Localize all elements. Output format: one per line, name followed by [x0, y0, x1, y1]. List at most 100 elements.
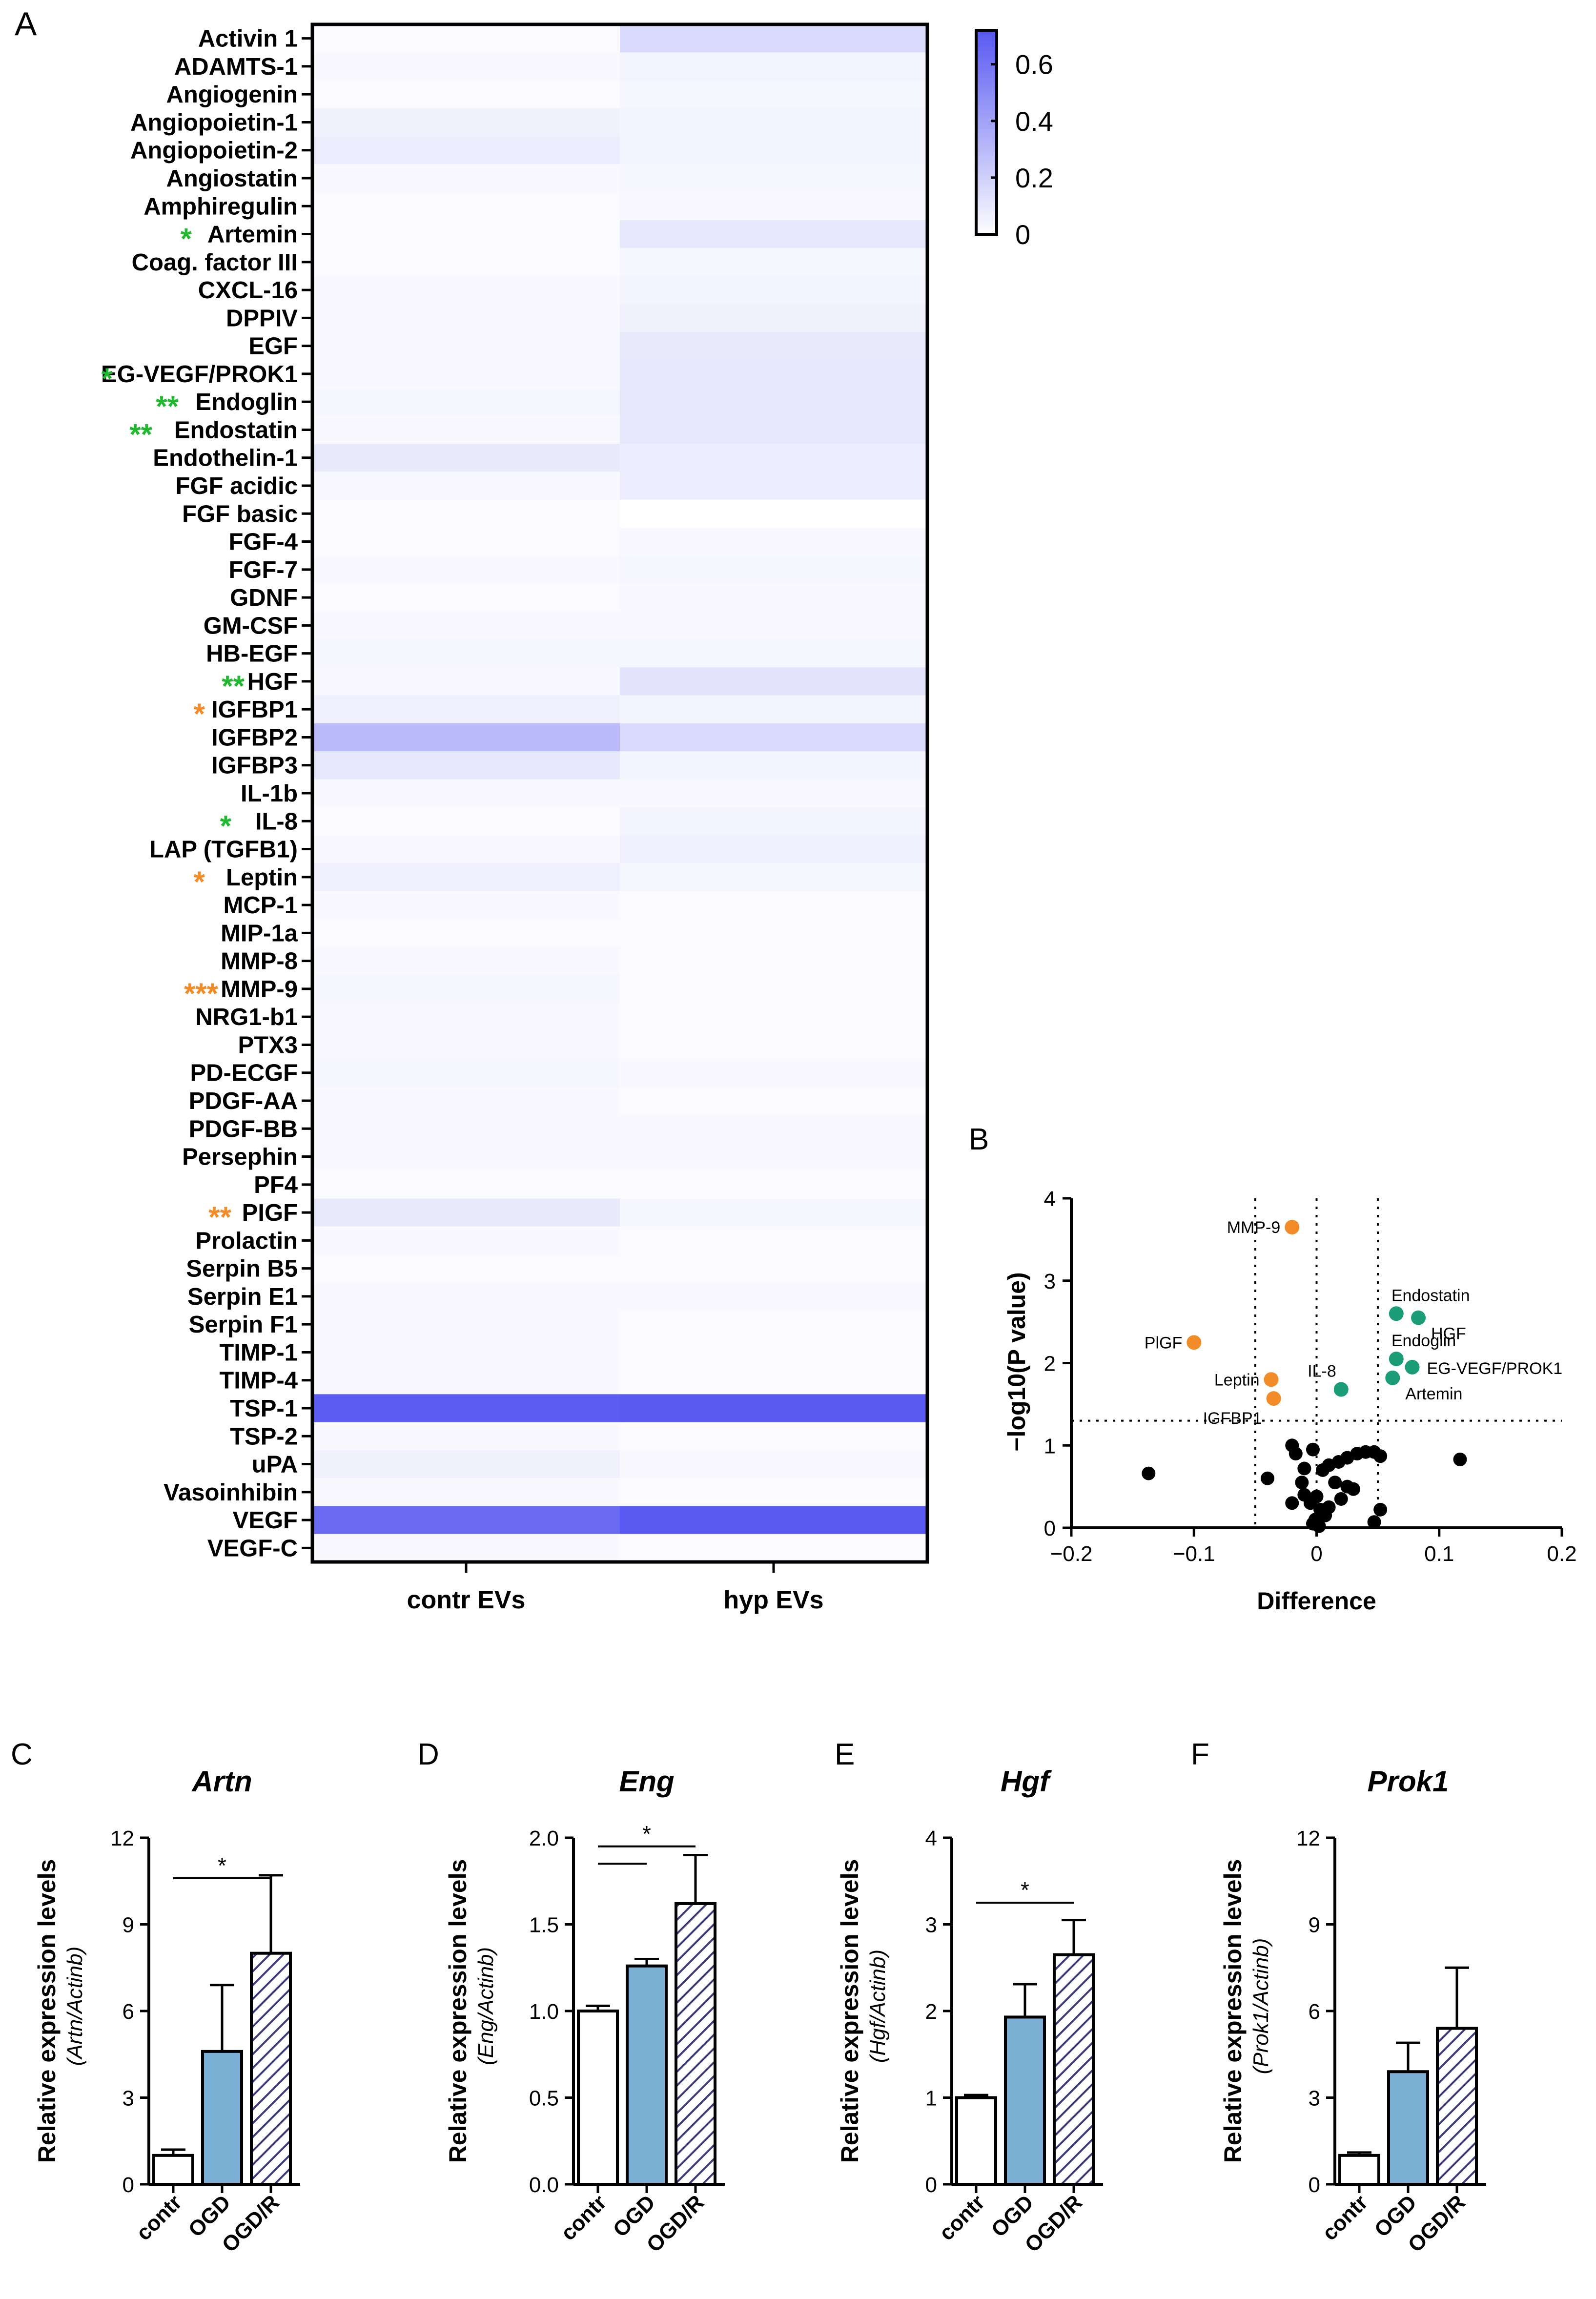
volcano-point — [1295, 1476, 1309, 1490]
bar-chart-y-tick-label: 12 — [110, 1827, 134, 1850]
panel-label-c: C — [11, 1738, 33, 1771]
volcano-x-tick-label: 0.2 — [1547, 1542, 1576, 1566]
heatmap-row-label-nrg1-b1: NRG1-b1 — [195, 1004, 298, 1030]
heatmap-row-label-prolactin: Prolactin — [195, 1228, 298, 1254]
bar-f-ogd — [1387, 2070, 1429, 2186]
heat-cell-vegf-contr-evs — [312, 1506, 620, 1535]
heatmap-row-label-adamts-1: ADAMTS-1 — [174, 54, 298, 80]
heat-cell-egf-contr-evs — [312, 332, 620, 360]
heatmap-row-label-vasoinhibin: Vasoinhibin — [164, 1479, 298, 1506]
heat-cell-igfbp1-hyp-evs — [620, 695, 928, 724]
bar-chart-category-label: contr — [556, 2190, 611, 2245]
heatmap-row-label-il-1b: IL-1b — [241, 780, 298, 807]
heatmap-row-label-artemin: Artemin — [207, 222, 298, 248]
heat-cell-adamts-1-hyp-evs — [620, 52, 928, 81]
heat-cell-artemin-hyp-evs — [620, 220, 928, 248]
volcano-point-artemin — [1385, 1370, 1400, 1385]
heat-cell-gm-csf-contr-evs — [312, 611, 620, 640]
heat-cell-mmp-8-hyp-evs — [620, 947, 928, 975]
heat-cell-fgf-4-contr-evs — [312, 527, 620, 556]
heatmap-row-label-upa: uPA — [252, 1452, 298, 1478]
volcano-point — [1328, 1476, 1342, 1490]
colorbar-segment — [976, 176, 997, 181]
heat-cell-endoglin-contr-evs — [312, 388, 620, 416]
volcano-point — [1285, 1438, 1299, 1453]
heat-cell-hgf-hyp-evs — [620, 667, 928, 696]
significance-stars-il-8: * — [220, 809, 232, 842]
heat-cell-vegf-hyp-evs — [620, 1506, 928, 1535]
colorbar-segment — [976, 214, 997, 218]
bar-chart-y-label-d: Relative expression levels — [444, 1859, 471, 2163]
heatmap-row-label-hgf: HGF — [247, 669, 298, 695]
heat-cell-pd-ecgf-contr-evs — [312, 1059, 620, 1087]
heatmap-row-label-hb-egf: HB-EGF — [206, 641, 298, 667]
panel-label-a: A — [15, 5, 37, 42]
heat-cell-leptin-hyp-evs — [620, 863, 928, 891]
colorbar-segment — [976, 54, 997, 58]
bar-chart-y-tick-label: 1.5 — [529, 1913, 559, 1937]
bar-chart-y-tick-label: 6 — [1309, 2000, 1320, 2024]
bar-chart-y-tick-label: 9 — [1309, 1913, 1320, 1937]
heat-cell-cxcl-16-hyp-evs — [620, 276, 928, 305]
heat-cell-pigf-hyp-evs — [620, 1198, 928, 1227]
heat-cell-endothelin-1-hyp-evs — [620, 444, 928, 472]
bar-chart-category-label: contr — [1318, 2190, 1372, 2245]
heat-cell-angiopoietin-2-contr-evs — [312, 136, 620, 164]
heat-cell-serpin-f1-contr-evs — [312, 1310, 620, 1339]
colorbar-segment — [976, 84, 997, 89]
volcano-y-tick-label: 3 — [1044, 1270, 1056, 1293]
heatmap-row-label-pdgf-aa: PDGF-AA — [189, 1088, 298, 1114]
heat-cell-coag-factor-iii-hyp-evs — [620, 248, 928, 276]
colorbar-segment — [976, 40, 997, 44]
heatmap-row-label-cxcl-16: CXCL-16 — [198, 277, 298, 304]
heat-cell-pdgf-aa-contr-evs — [312, 1087, 620, 1115]
heat-cell-mmp-9-hyp-evs — [620, 975, 928, 1004]
colorbar-segment — [976, 221, 997, 225]
bar-f-ogd-r — [1436, 2027, 1478, 2186]
heat-cell-dppiv-hyp-evs — [620, 304, 928, 332]
colorbar-segment — [976, 159, 997, 164]
bar-chart-y-label-e: Relative expression levels — [836, 1859, 863, 2163]
bar-chart-y-sublabel-f: (Prok1/Actinb) — [1249, 1938, 1273, 2074]
colorbar-segment — [976, 105, 997, 109]
bar-chart-y-tick-label: 0 — [1309, 2173, 1320, 2197]
heatmap-row-label-endostatin: Endostatin — [174, 417, 298, 443]
volcano-point-label-endoglin: Endoglin — [1391, 1332, 1456, 1350]
colorbar-segment — [976, 207, 997, 211]
heat-cell-pdgf-bb-contr-evs — [312, 1114, 620, 1143]
heatmap-row-label-angiopoietin-2: Angiopoietin-2 — [130, 138, 298, 164]
colorbar-segment — [976, 64, 997, 68]
bar-c-ogd-r — [250, 1951, 292, 2186]
volcano-point-label-hgf: HGF — [1431, 1325, 1466, 1343]
bar-chart-y-tick-label: 0 — [123, 2173, 134, 2197]
colorbar-tick-label: 0.4 — [1015, 106, 1053, 137]
heat-cell-amphiregulin-contr-evs — [312, 192, 620, 221]
heat-cell-eg-vegf-prok1-hyp-evs — [620, 360, 928, 389]
volcano-y-tick-label: 0 — [1044, 1517, 1056, 1540]
bar-chart-y-tick-label: 0 — [925, 2173, 937, 2197]
bar-chart-y-tick-label: 0.0 — [529, 2173, 559, 2197]
heatmap-row-label-mmp-8: MMP-8 — [221, 948, 298, 975]
heat-cell-pf4-contr-evs — [312, 1170, 620, 1199]
heatmap-row-label-pd-ecgf: PD-ECGF — [190, 1060, 298, 1087]
heat-cell-igfbp1-contr-evs — [312, 695, 620, 724]
colorbar-segment — [976, 81, 997, 85]
heatmap-row-label-igfbp2: IGFBP2 — [211, 724, 298, 751]
bar-c-contr — [152, 2154, 194, 2186]
colorbar-segment — [976, 183, 997, 187]
colorbar-segment — [976, 135, 997, 140]
bar-chart-y-tick-label: 3 — [123, 2087, 134, 2111]
significance-stars-mmp-9: *** — [184, 977, 219, 1010]
heat-cell-pd-ecgf-hyp-evs — [620, 1059, 928, 1087]
heat-cell-vasoinhibin-contr-evs — [312, 1478, 620, 1506]
heat-cell-mcp-1-hyp-evs — [620, 891, 928, 920]
volcano-point-label-eg-vegf-prok1: EG-VEGF/PROK1 — [1427, 1359, 1562, 1378]
volcano-point — [1453, 1452, 1467, 1466]
heat-cell-angiopoietin-1-contr-evs — [312, 108, 620, 137]
volcano-point — [1142, 1466, 1156, 1480]
heat-cell-il-8-contr-evs — [312, 807, 620, 836]
heatmap-row-label-mip-1a: MIP-1a — [221, 920, 298, 946]
bar-chart-y-label-c: Relative expression levels — [33, 1859, 61, 2163]
volcano-x-tick-label: 0.1 — [1424, 1542, 1454, 1566]
colorbar-segment — [976, 156, 997, 160]
